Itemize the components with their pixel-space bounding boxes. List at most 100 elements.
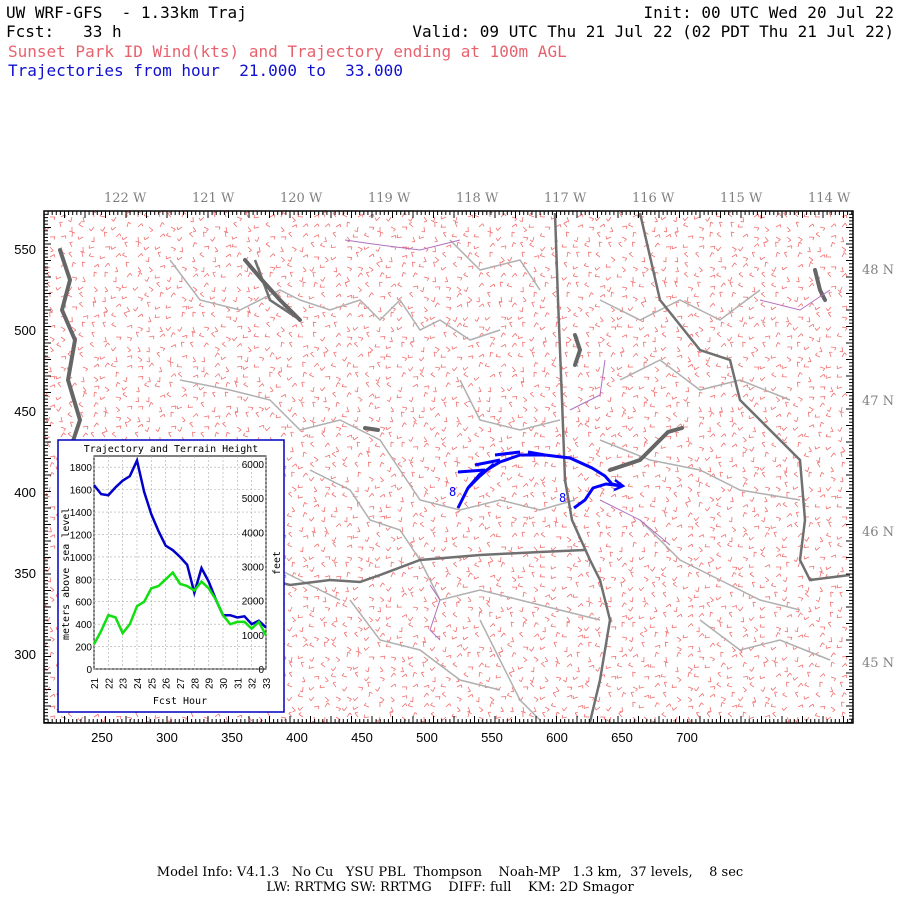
wind-barb	[192, 226, 197, 232]
wind-barb	[643, 426, 647, 432]
wind-barb	[485, 365, 491, 368]
wind-barb	[434, 446, 440, 449]
wind-barb	[277, 292, 282, 298]
wind-barb-flag	[332, 391, 336, 394]
wind-barb	[761, 376, 766, 381]
wind-barb	[830, 452, 835, 458]
wind-barb	[683, 224, 689, 228]
wind-barb-flag	[370, 419, 374, 422]
wind-barb	[709, 526, 715, 530]
wind-barb	[56, 396, 62, 401]
wind-barb	[390, 536, 396, 540]
wind-barb-flag	[370, 269, 374, 272]
wind-barb	[753, 486, 759, 491]
wind-barb	[485, 316, 491, 321]
wind-barb	[631, 506, 634, 512]
wind-barb-flag	[509, 321, 513, 324]
wind-barb	[540, 274, 546, 278]
wind-barb-flag	[253, 333, 256, 337]
wind-barb	[830, 426, 834, 432]
wind-barb-flag	[759, 377, 762, 381]
wind-barb-flag	[583, 477, 586, 481]
wind-barb-flag	[275, 384, 278, 388]
wind-barb	[378, 416, 381, 422]
wind-barb-flag	[247, 330, 251, 333]
wind-barb-flag	[144, 382, 147, 386]
wind-barb	[342, 463, 348, 468]
wind-barb-flag	[97, 264, 100, 268]
wind-barb-flag	[404, 422, 407, 426]
wind-barb	[631, 241, 634, 248]
wind-barb-flag	[342, 492, 345, 496]
wind-barb-flag	[243, 382, 247, 385]
wind-barb	[676, 366, 681, 372]
wind-barb	[103, 312, 106, 318]
wind-barb-flag	[683, 222, 686, 226]
wind-barb-flag	[128, 419, 132, 423]
wind-barb-flag	[142, 366, 144, 370]
wind-barb	[753, 525, 759, 528]
wind-barb	[621, 334, 627, 338]
wind-barb	[177, 406, 183, 410]
wind-barb-flag	[694, 312, 697, 316]
wind-barb-flag	[573, 542, 576, 546]
wind-barb	[323, 546, 326, 552]
wind-barb	[742, 446, 748, 450]
wind-barb	[441, 266, 447, 271]
wind-barb	[137, 346, 141, 352]
wind-barb	[610, 306, 615, 311]
wind-barb	[808, 246, 811, 252]
wind-barb-flag	[794, 501, 798, 504]
wind-barb	[673, 492, 678, 498]
wind-barb-flag	[277, 371, 281, 374]
wind-barb	[840, 452, 843, 458]
wind-barb-flag	[784, 441, 788, 444]
wind-barb-flag	[216, 381, 220, 385]
wind-barb	[720, 442, 725, 448]
wind-barb-flag	[523, 421, 527, 425]
wind-barb	[771, 406, 777, 411]
wind-barb-flag	[673, 280, 677, 283]
wind-barb	[302, 502, 306, 508]
wind-barb-flag	[552, 291, 556, 294]
wind-barb	[452, 346, 458, 350]
wind-barb	[245, 212, 249, 218]
wind-barb-flag	[394, 473, 397, 477]
wind-barb	[341, 416, 348, 418]
wind-barb-flag	[628, 531, 632, 535]
wind-barb-flag	[798, 441, 802, 444]
wind-barb-flag	[624, 238, 627, 242]
wind-barb	[104, 262, 109, 268]
wind-barb	[159, 413, 165, 418]
wind-barb	[411, 472, 414, 478]
wind-barb-flag	[493, 443, 496, 447]
wind-barb-flag	[383, 494, 386, 498]
wind-barb	[368, 365, 375, 368]
wind-barb-flag	[765, 240, 769, 243]
wind-barb	[324, 492, 328, 498]
wind-barb	[838, 293, 843, 298]
wind-barb	[137, 386, 140, 392]
wind-barb	[46, 442, 51, 448]
wind-barb	[390, 256, 393, 262]
wind-barb-flag	[492, 337, 496, 341]
wind-barb-flag	[777, 239, 781, 242]
wind-barb	[827, 326, 832, 331]
wind-barb-flag	[738, 248, 741, 252]
wind-barb-flag	[172, 229, 176, 232]
wind-barb-flag	[89, 228, 92, 232]
wind-barb	[566, 282, 570, 288]
wind-barb-flag	[595, 418, 598, 422]
wind-barb-flag	[425, 249, 429, 252]
wind-barb-flag	[748, 336, 751, 340]
wind-barb-flag	[410, 541, 414, 544]
wind-barb	[309, 296, 315, 300]
wind-barb	[661, 356, 667, 361]
wind-barb	[478, 272, 482, 278]
wind-barb-flag	[348, 361, 352, 365]
wind-barb-flag	[438, 367, 441, 371]
wind-barb	[599, 316, 604, 322]
wind-barb-flag	[778, 432, 782, 436]
wind-barb	[830, 392, 835, 398]
wind-barb	[453, 486, 458, 492]
